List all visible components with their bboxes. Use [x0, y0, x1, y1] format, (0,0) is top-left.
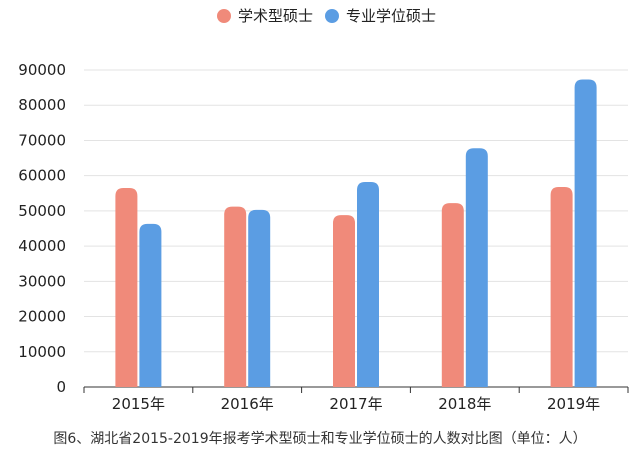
bar-professional: [139, 223, 162, 387]
y-tick-label: 30000: [18, 272, 66, 290]
legend-marker: [325, 9, 339, 23]
bar-professional: [465, 148, 488, 387]
x-tick-label: 2018年: [438, 395, 491, 413]
x-tick-label: 2017年: [329, 395, 382, 413]
x-tick-label: 2015年: [112, 395, 165, 413]
bar-professional: [357, 182, 379, 387]
y-tick-label: 60000: [18, 167, 66, 185]
x-tick-label: 2019年: [547, 395, 600, 413]
y-tick-label: 40000: [18, 237, 66, 255]
bar-academic: [550, 186, 573, 387]
y-tick-label: 70000: [18, 131, 66, 149]
y-tick-label: 10000: [18, 343, 66, 361]
y-tick-label: 90000: [18, 61, 66, 79]
bar-professional: [574, 79, 597, 387]
bar-academic: [333, 215, 355, 387]
legend-label: 专业学位硕士: [346, 7, 436, 25]
bar-professional: [248, 209, 271, 387]
y-tick-label: 50000: [18, 202, 66, 220]
legend-marker: [217, 9, 231, 23]
y-tick-label: 80000: [18, 96, 66, 114]
bar-academic: [224, 206, 247, 387]
y-tick-label: 0: [56, 378, 66, 396]
bar-academic: [441, 203, 464, 387]
y-tick-label: 20000: [18, 308, 66, 326]
legend-label: 学术型硕士: [238, 7, 313, 25]
x-tick-label: 2016年: [221, 395, 274, 413]
bar-academic: [115, 187, 138, 387]
figure-caption: 图6、湖北省2015-2019年报考学术型硕士和专业学位硕士的人数对比图（单位：…: [53, 431, 587, 447]
